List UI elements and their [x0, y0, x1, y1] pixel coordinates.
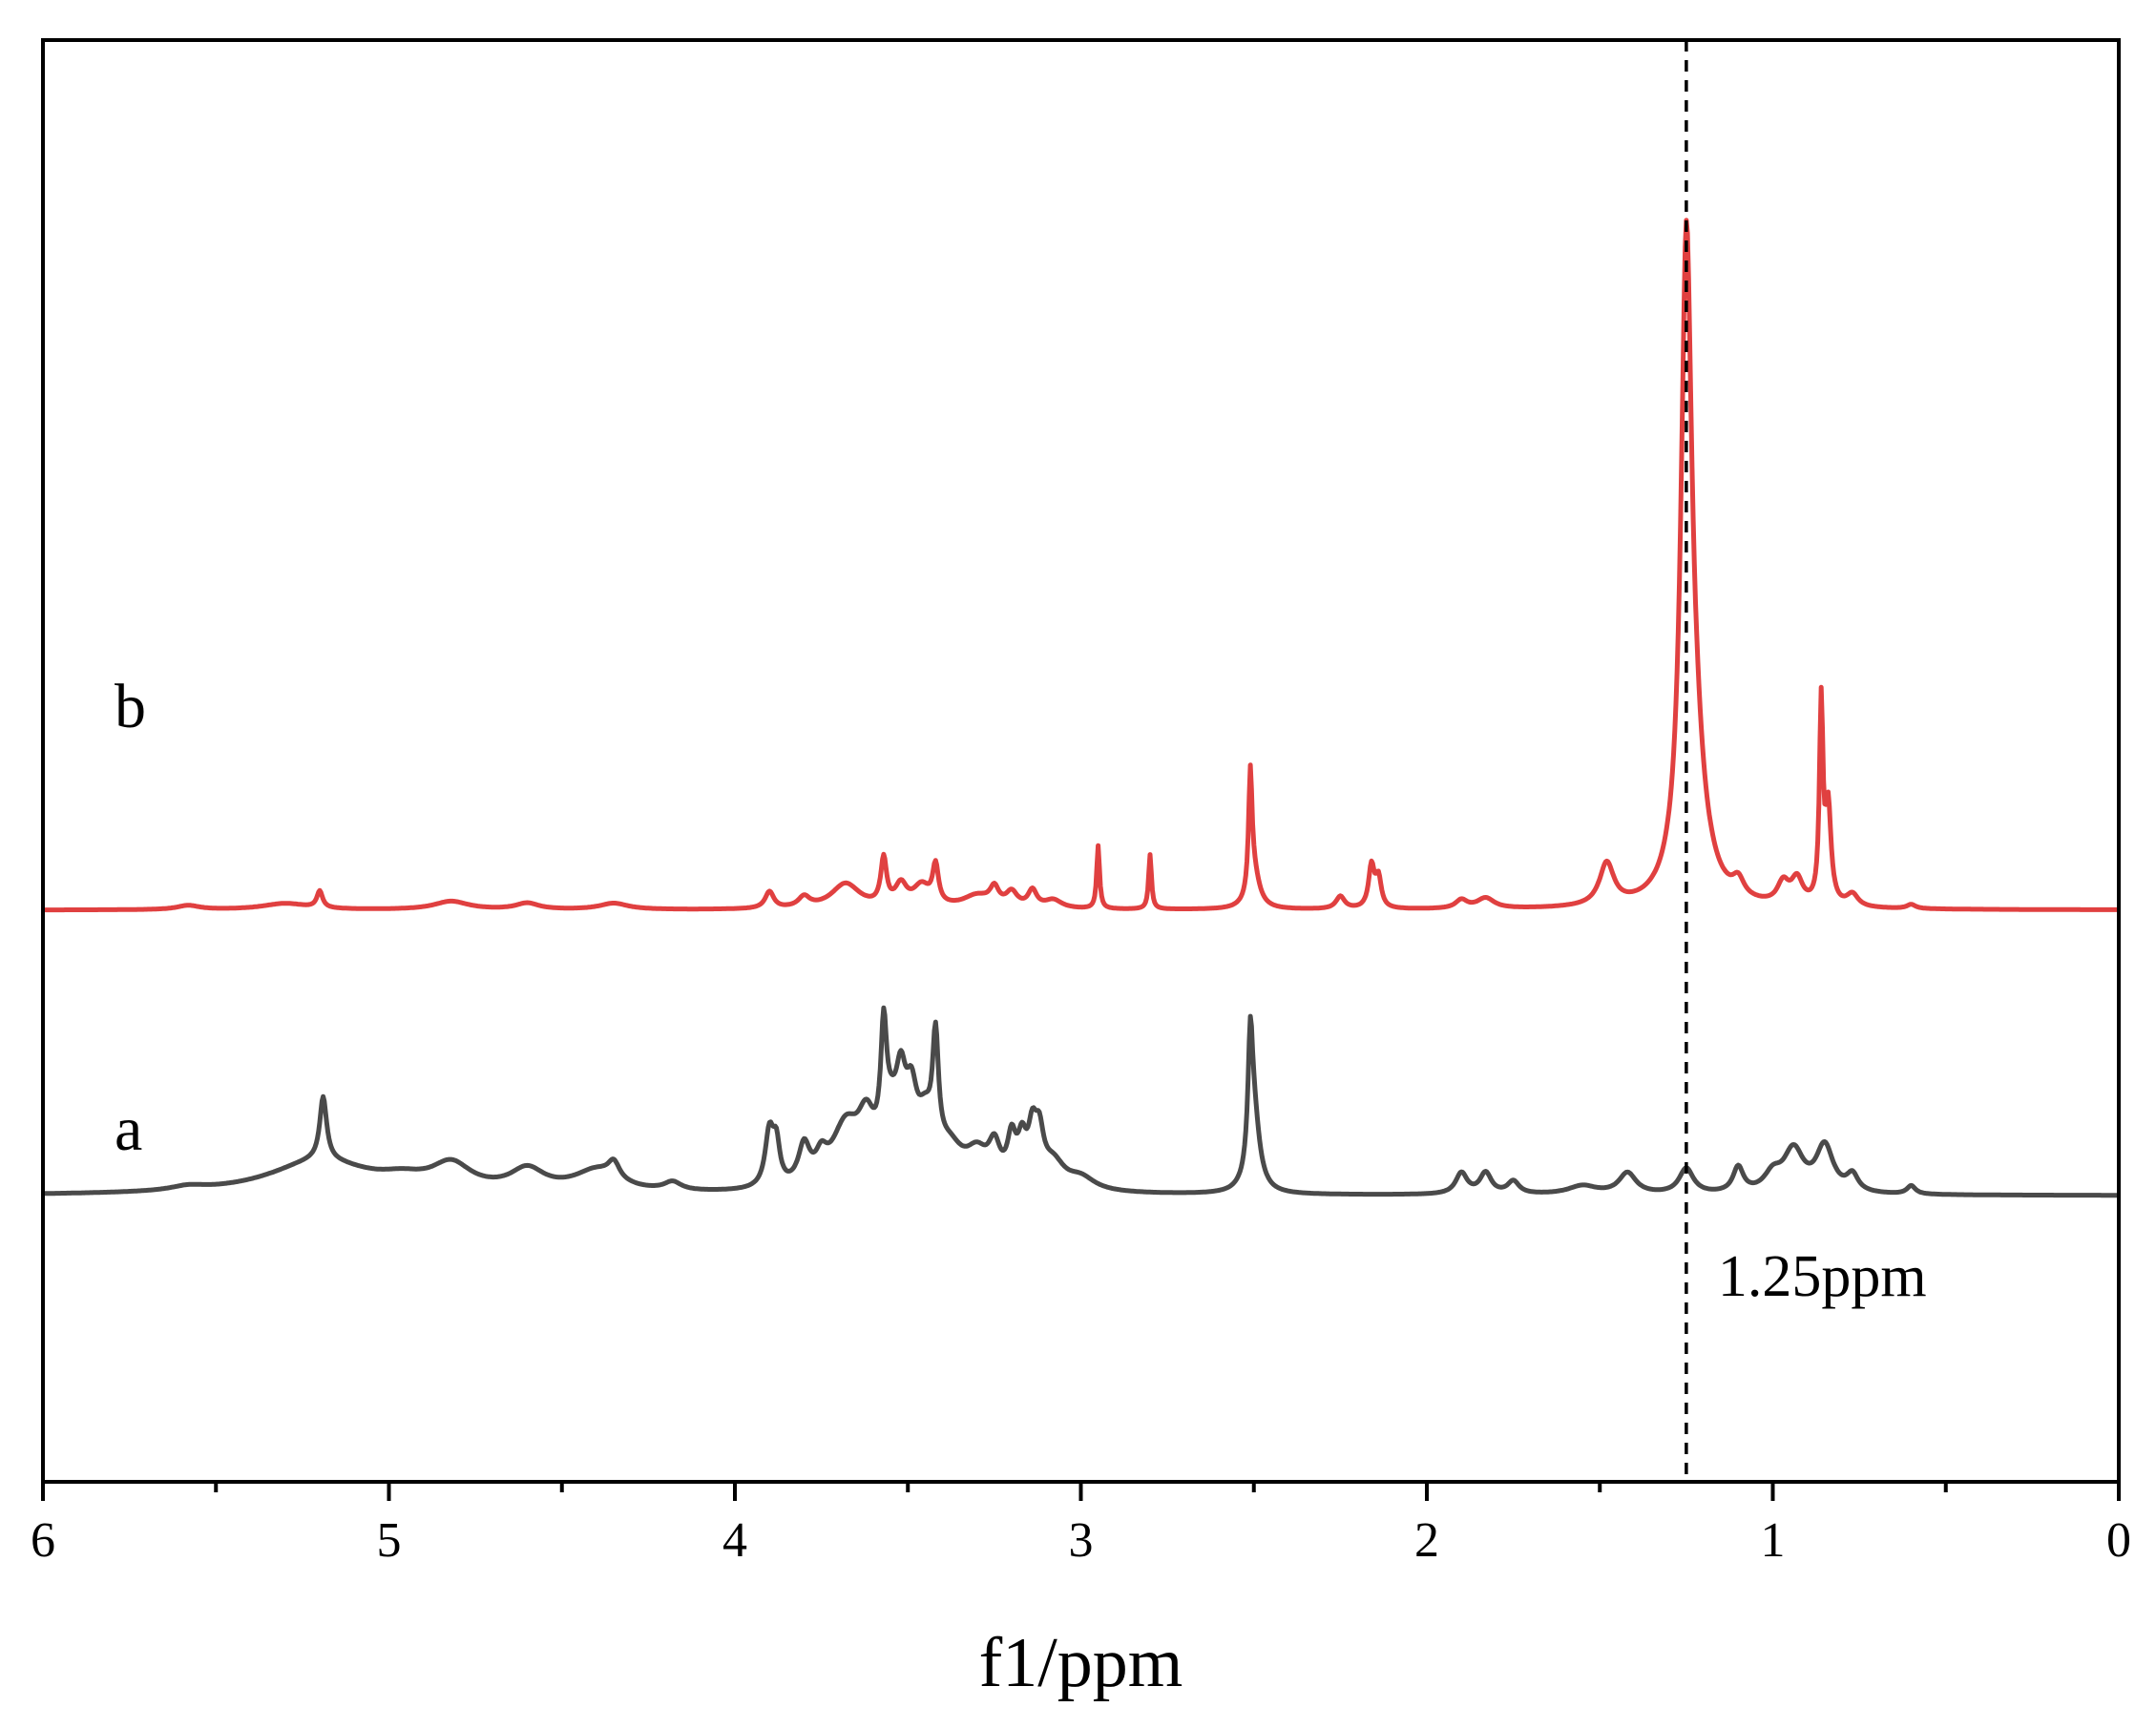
x-tick-label: 5: [377, 1513, 402, 1568]
x-tick-label: 0: [2106, 1513, 2131, 1568]
x-tick-label: 4: [722, 1513, 747, 1568]
peak-marker-label: 1.25ppm: [1718, 1244, 1927, 1309]
x-tick-label: 3: [1069, 1513, 1094, 1568]
x-tick-label: 2: [1414, 1513, 1439, 1568]
spectrum-label-a: a: [115, 1094, 142, 1164]
series-layer: [41, 218, 2121, 1198]
spectrum-line-b: [41, 218, 2121, 913]
spectrum-label-b: b: [115, 672, 146, 741]
x-tick-label: 6: [31, 1513, 55, 1568]
label-layer: 1.25ppm f1/ppm a b: [115, 672, 1927, 1702]
x-tick-label: 1: [1761, 1513, 1786, 1568]
x-axis: 6 5 4 3 2 1 0: [31, 1482, 2131, 1568]
x-axis-title: f1/ppm: [979, 1624, 1183, 1702]
spectrum-line-a: [41, 1005, 2121, 1198]
